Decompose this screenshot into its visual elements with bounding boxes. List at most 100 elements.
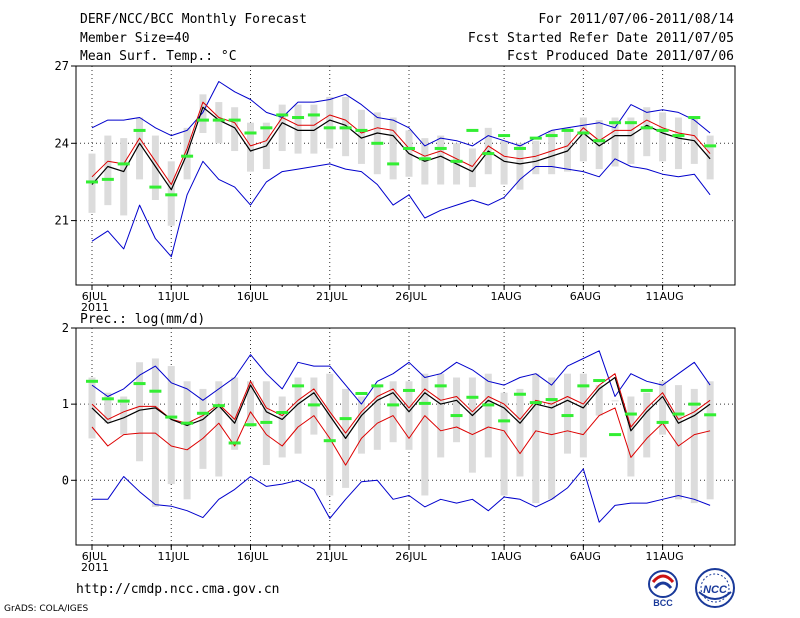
spread-box	[500, 392, 508, 496]
observation-marker	[86, 180, 98, 184]
x-tick-label: 21JUL	[316, 550, 348, 563]
observation-marker	[339, 126, 352, 130]
observation-marker	[244, 131, 257, 135]
observation-marker	[181, 154, 194, 158]
spread-box	[247, 381, 254, 427]
observation-marker	[149, 185, 162, 189]
observation-marker	[196, 118, 209, 122]
observation-marker	[212, 118, 225, 122]
spread-box	[674, 385, 682, 500]
spread-box	[136, 117, 144, 180]
observation-marker	[355, 391, 368, 395]
observation-marker	[498, 419, 511, 423]
spread-box	[278, 396, 286, 458]
spread-box	[389, 381, 397, 443]
median-line	[91, 373, 711, 434]
observation-marker	[561, 128, 574, 132]
spread-box	[611, 400, 619, 402]
observation-marker	[228, 118, 241, 122]
x-tick-label: 26JUL	[395, 550, 427, 563]
observation-marker	[482, 403, 495, 407]
bcc-logo: BCC	[648, 570, 678, 608]
spread-box	[294, 377, 302, 454]
lower-line	[91, 407, 711, 466]
x-tick-label: 11AUG	[646, 550, 684, 563]
spread-box	[231, 107, 239, 152]
observation-marker	[181, 421, 194, 425]
observation-marker	[672, 412, 685, 416]
spread-box	[627, 117, 635, 164]
observation-marker	[133, 128, 146, 132]
spread-box	[278, 104, 286, 152]
observation-marker	[196, 411, 209, 415]
observation-marker	[704, 413, 717, 417]
y-tick-label: 0	[62, 473, 69, 487]
source-url[interactable]: http://cmdp.ncc.cma.gov.cn	[76, 582, 280, 597]
observation-marker	[339, 417, 352, 421]
observation-marker	[133, 382, 146, 386]
spread-box	[659, 112, 667, 162]
x-tick-label: 16JUL	[237, 550, 269, 563]
x-tick-label: 6JUL	[82, 550, 107, 563]
median-line	[91, 101, 711, 185]
spread-box	[579, 117, 587, 162]
spread-box	[468, 148, 476, 188]
observation-marker	[165, 193, 178, 197]
spread-box	[215, 381, 223, 477]
spread-box	[627, 396, 635, 477]
observation-marker	[450, 414, 463, 418]
min-line	[91, 158, 711, 258]
member-size-label: Member Size=40	[80, 31, 190, 46]
spread-box	[104, 135, 112, 206]
observation-marker	[609, 433, 622, 437]
observation-marker	[688, 116, 701, 120]
observation-marker	[371, 141, 384, 145]
plot-frame	[75, 65, 736, 286]
observation-marker	[355, 128, 368, 132]
observation-marker	[609, 121, 622, 125]
spread-box	[548, 130, 556, 175]
observation-marker	[577, 131, 590, 135]
observation-marker	[387, 162, 400, 166]
spread-box	[564, 373, 571, 454]
observation-marker	[656, 128, 669, 132]
observation-marker	[450, 159, 463, 163]
precipitation-title: Prec.: log(mm/d)	[80, 312, 205, 327]
observation-marker	[292, 116, 305, 120]
plot-frame	[75, 327, 736, 546]
spread-box	[437, 373, 445, 458]
observation-marker	[466, 128, 479, 132]
observation-marker	[371, 384, 384, 388]
spread-box	[104, 392, 112, 424]
spread-box	[167, 366, 175, 485]
spread-box	[468, 377, 476, 473]
spread-box	[532, 373, 540, 504]
spread-box	[215, 102, 223, 144]
observation-marker	[418, 401, 431, 405]
spread-box	[136, 362, 144, 462]
bcc-logo-text: BCC	[653, 598, 673, 608]
observation-marker	[434, 146, 447, 150]
forecast-start-date: Fcst Started Refer Date 2011/07/05	[467, 31, 734, 46]
observation-marker	[307, 113, 320, 117]
observation-marker	[593, 379, 606, 383]
year-label: 2011	[81, 301, 109, 314]
observation-marker	[323, 126, 336, 130]
ncc-logo: NCC	[695, 568, 735, 608]
observation-marker	[86, 379, 98, 383]
spread-box	[294, 104, 302, 154]
spread-box	[516, 143, 524, 190]
observation-marker	[561, 414, 574, 418]
forecast-produced-date: Fcst Produced Date 2011/07/06	[507, 49, 734, 64]
observation-marker	[418, 157, 431, 161]
spread-box	[151, 135, 159, 200]
spread-box	[564, 127, 571, 172]
x-tick-label: 11JUL	[158, 290, 190, 303]
observation-marker	[260, 126, 273, 130]
spread-box	[437, 135, 445, 185]
x-tick-label: 11AUG	[646, 290, 684, 303]
observation-marker	[545, 134, 558, 138]
